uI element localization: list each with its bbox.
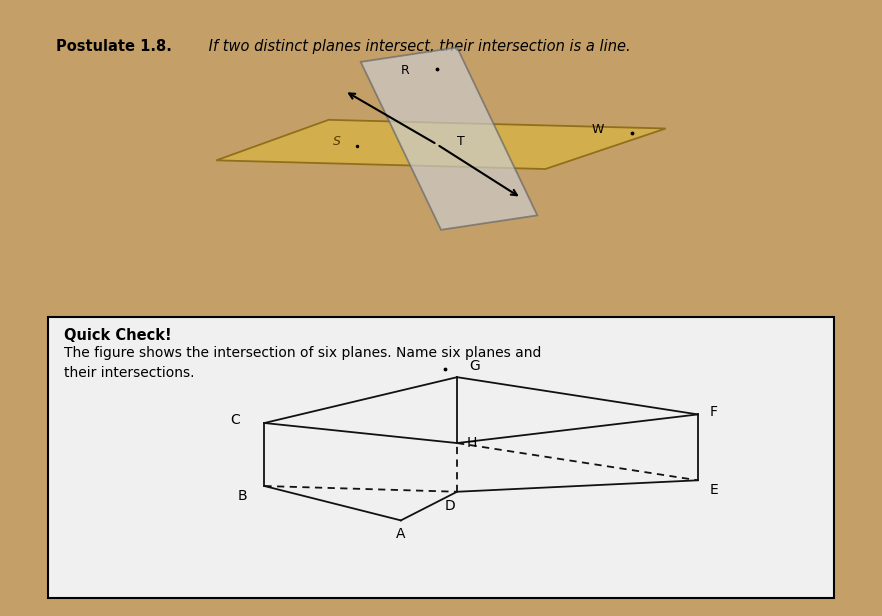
Text: F: F <box>710 405 718 419</box>
Text: R: R <box>400 64 409 77</box>
Polygon shape <box>361 47 537 230</box>
Text: Postulate 1.8.: Postulate 1.8. <box>56 39 172 54</box>
Text: C: C <box>230 413 240 428</box>
Polygon shape <box>216 120 666 169</box>
Text: The figure shows the intersection of six planes. Name six planes and: The figure shows the intersection of six… <box>64 346 542 360</box>
Bar <box>48 317 834 598</box>
Text: B: B <box>238 488 248 503</box>
Text: H: H <box>467 436 477 450</box>
Text: T: T <box>457 135 465 148</box>
Text: If two distinct planes intersect, their intersection is a line.: If two distinct planes intersect, their … <box>205 39 631 54</box>
Text: E: E <box>710 483 719 497</box>
Text: D: D <box>445 498 455 513</box>
Text: A: A <box>396 527 406 541</box>
Text: their intersections.: their intersections. <box>64 366 194 379</box>
Text: W: W <box>591 123 603 137</box>
Text: Quick Check!: Quick Check! <box>64 328 171 344</box>
Text: S: S <box>333 135 340 148</box>
Text: G: G <box>469 359 480 373</box>
